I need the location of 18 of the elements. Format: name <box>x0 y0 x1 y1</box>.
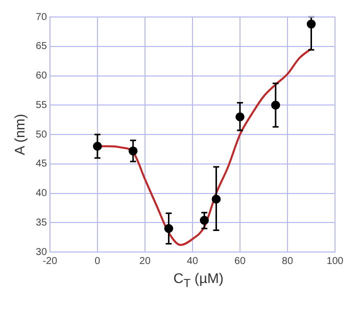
x-tick-label: 40 <box>186 256 198 267</box>
y-axis-title: A (nm) <box>11 114 28 156</box>
x-axis-title: C$_{T}$ (µM) <box>172 270 225 290</box>
x-tick-label: 100 <box>326 256 344 267</box>
y-tick-label: 50 <box>36 129 48 140</box>
y-tick-label: 55 <box>36 100 48 111</box>
x-tick-label: 20 <box>139 256 151 267</box>
x-tick-label: -20 <box>42 256 58 267</box>
y-tick-label: 65 <box>36 41 48 52</box>
y-tick-label: 45 <box>36 158 48 170</box>
y-tick-label: 70 <box>36 12 48 23</box>
y-tick-label: 30 <box>36 246 48 258</box>
y-tick-label: 60 <box>36 70 48 82</box>
x-tick-label: 80 <box>282 256 294 267</box>
x-tick-label: 60 <box>234 256 246 267</box>
y-tick-label: 40 <box>36 188 48 199</box>
y-tick-label: 35 <box>36 217 48 228</box>
x-tick-label: 0 <box>94 256 101 267</box>
